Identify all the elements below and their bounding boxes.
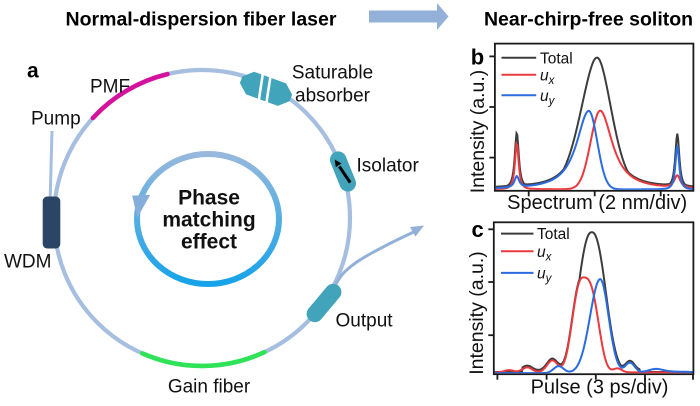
svg-text:Intensity (a.u.): Intensity (a.u.) xyxy=(466,251,488,375)
svg-text:Total: Total xyxy=(540,50,573,67)
svg-text:b: b xyxy=(471,45,484,70)
svg-text:matching: matching xyxy=(162,209,255,232)
svg-text:Saturable: Saturable xyxy=(292,63,373,84)
svg-text:Spectrum (2 nm/div): Spectrum (2 nm/div) xyxy=(507,192,687,214)
svg-text:absorber: absorber xyxy=(295,86,371,107)
svg-text:Output: Output xyxy=(336,311,394,332)
svg-text:a: a xyxy=(27,60,39,83)
svg-text:Phase: Phase xyxy=(178,187,240,210)
svg-text:Gain fiber: Gain fiber xyxy=(168,377,251,398)
svg-text:Near-chirp-free soliton: Near-chirp-free soliton xyxy=(484,8,693,30)
svg-text:c: c xyxy=(472,217,484,242)
svg-text:Pulse (3 ps/div): Pulse (3 ps/div) xyxy=(531,377,669,399)
svg-text:effect: effect xyxy=(181,231,237,254)
svg-text:Total: Total xyxy=(537,226,570,243)
svg-text:Normal-dispersion fiber laser: Normal-dispersion fiber laser xyxy=(66,8,337,30)
svg-text:Isolator: Isolator xyxy=(357,156,420,177)
svg-text:Intensity (a.u.): Intensity (a.u.) xyxy=(467,70,489,194)
svg-text:WDM: WDM xyxy=(4,252,51,273)
svg-text:Pump: Pump xyxy=(31,109,81,130)
svg-text:PMF: PMF xyxy=(90,77,130,98)
